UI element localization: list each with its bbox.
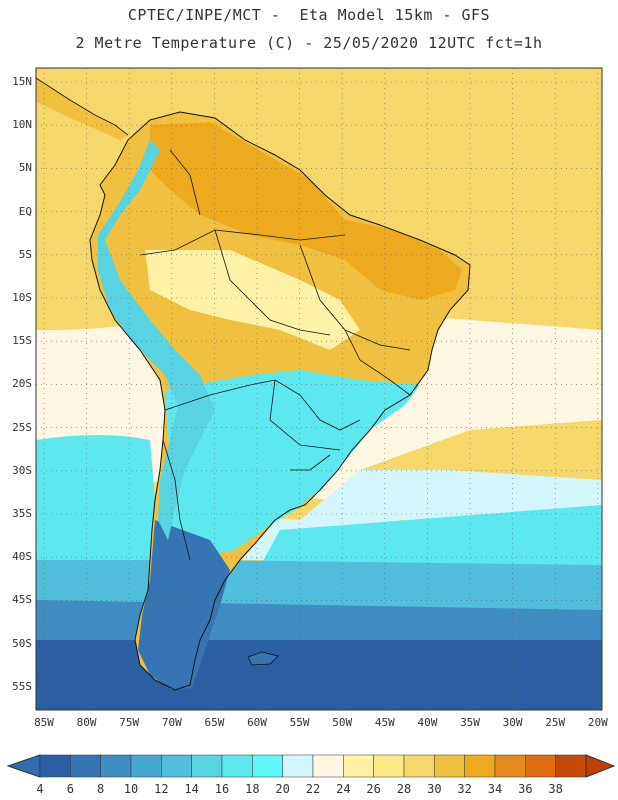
colorbar-tick-label: 22: [305, 782, 321, 796]
colorbar-segment: [525, 754, 556, 778]
colorbar-segment: [130, 754, 162, 778]
longitude-label: 50W: [332, 716, 353, 729]
colorbar-tick-label: 14: [184, 782, 199, 796]
cool-southern-land: [165, 370, 420, 560]
longitude-label: 85W: [34, 716, 54, 729]
latitude-label: 55S: [12, 679, 32, 693]
longitude-label: 30W: [502, 716, 523, 729]
colorbar-tick-label: 26: [366, 782, 381, 796]
longitude-label: 80W: [76, 716, 97, 729]
colorbar-segment: [494, 754, 526, 778]
latitude-label: 10N: [12, 118, 32, 132]
colorbar-segment: [555, 754, 587, 778]
falkland-islands: [248, 652, 278, 665]
colorbar-tick-label: 16: [214, 782, 230, 796]
graticule: [36, 68, 602, 710]
colorbar-segment: [373, 754, 405, 778]
colorbar-segment: [312, 754, 344, 778]
colorbar-segment: [191, 754, 223, 778]
longitude-label: 60W: [247, 716, 267, 729]
colorbar-over-arrow: [585, 754, 616, 778]
latitude-label: EQ: [18, 204, 32, 218]
colorbar-segment: [100, 754, 132, 778]
colorbar-segment: [403, 754, 435, 778]
falklands-coast: [247, 651, 279, 666]
longitude-label: 45W: [374, 716, 395, 729]
colorbar-tick-label: 38: [548, 782, 563, 796]
country-borders: [139, 149, 411, 561]
map-frame: [35, 67, 603, 711]
colorbar-tick-label: 8: [97, 782, 105, 796]
colorbar-tick-label: 24: [336, 782, 351, 796]
colorbar: [6, 754, 616, 778]
latitude-label: 10S: [12, 291, 32, 304]
colorbar-segment: [282, 754, 314, 778]
latitude-label: 45S: [12, 593, 32, 607]
latitude-label: 15S: [12, 334, 32, 348]
colorbar-segment: [434, 754, 465, 778]
longitude-label: 65W: [204, 716, 225, 729]
latitude-label: 50S: [12, 636, 32, 650]
latitude-label: 30S: [12, 463, 32, 477]
colorbar-tick-label: 4: [36, 782, 44, 796]
hot-interior-zone: [150, 122, 462, 300]
longitude-label: 70W: [161, 716, 182, 729]
longitude-label: 55W: [289, 716, 310, 729]
colorbar-tick-label: 34: [487, 782, 503, 796]
colorbar-tick-label: 10: [123, 782, 139, 796]
latitude-label: 5S: [18, 247, 32, 261]
pale-interior-zone: [145, 250, 360, 350]
patagonia-cold-zone: [138, 520, 230, 690]
colorbar-tick-label: 32: [457, 782, 472, 796]
coastline: [89, 111, 471, 691]
latitude-label: 35S: [12, 507, 32, 520]
longitude-label: 40W: [417, 716, 438, 729]
longitude-label: 25W: [545, 716, 566, 729]
longitude-label: 35W: [460, 716, 480, 729]
colorbar-segment: [70, 754, 101, 778]
colorbar-segment: [221, 754, 253, 778]
colorbar-segment: [343, 754, 374, 778]
cyan-ocean-band: [36, 435, 602, 585]
colorbar-tick-label: 6: [66, 782, 74, 796]
colorbar-segment: [39, 754, 71, 778]
latitude-label: 5N: [18, 161, 32, 175]
light-ocean-band: [36, 310, 602, 560]
deep-ocean-band: [36, 640, 602, 710]
latitude-label: 25S: [12, 420, 32, 434]
longitude-label: 75W: [119, 716, 140, 729]
latitude-label: 40S: [12, 550, 32, 564]
colorbar-tick-label: 36: [518, 782, 533, 796]
latitude-label: 20S: [12, 377, 32, 391]
map-title-line2: 2 Metre Temperature (C) - 25/05/2020 12U…: [75, 34, 543, 52]
colorbar-tick-label: 18: [245, 782, 260, 796]
central-america-land: [36, 78, 128, 140]
colorbar-tick-label: 20: [275, 782, 290, 796]
colorbar-under-arrow: [6, 754, 41, 778]
andes-cold-ridge: [98, 140, 215, 540]
latitude-label: 15N: [12, 75, 32, 88]
colorbar-tick-label: 28: [396, 782, 412, 796]
colorbar-tick-label: 12: [154, 782, 169, 796]
colorbar-segment: [252, 754, 283, 778]
colorbar-segment: [161, 754, 192, 778]
map-layers: [36, 68, 602, 710]
colorbar-segment: [464, 754, 496, 778]
central-america-coast: [35, 77, 129, 136]
colorbar-tick-label: 30: [427, 782, 442, 796]
longitude-label: 20W: [587, 716, 608, 729]
map-title-line1: CPTEC/INPE/MCT - Eta Model 15km - GFS: [127, 6, 491, 24]
